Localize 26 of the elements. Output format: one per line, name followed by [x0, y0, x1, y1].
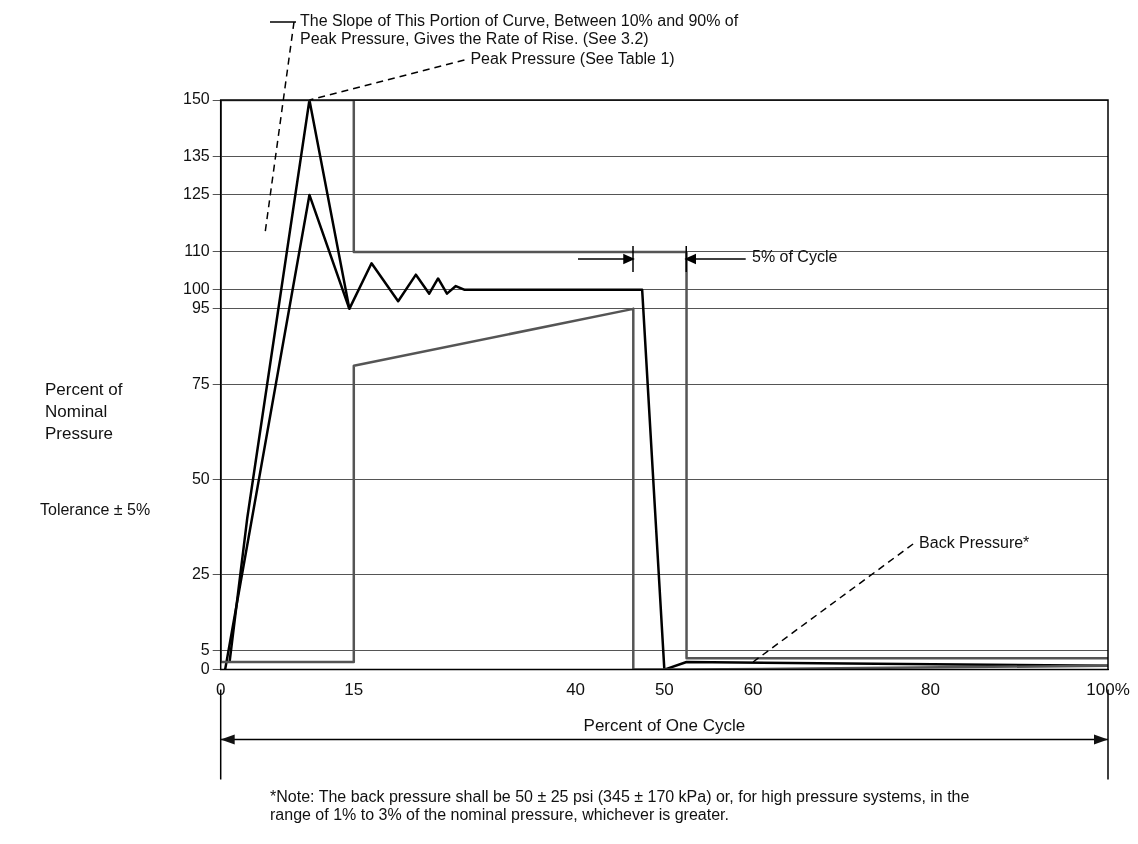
x-tick-label: 0 [215, 680, 226, 700]
y-axis-title: Percent of Nominal Pressure [45, 380, 123, 444]
text: *Note: The back pressure shall be 50 ± 25 psi (345 ± 170 kPa) or, for high pressure systems, in the range of 1% to 3% of the nominal pressure, whichever is greater. [270, 788, 970, 824]
y-tick-label: 75 [191, 375, 210, 393]
y-tick-label: 135 [182, 147, 210, 165]
y-tick-label: 100 [182, 280, 210, 298]
x-tick-label: 50 [654, 680, 674, 700]
text: Tolerance ± 5% [40, 501, 151, 519]
y-tick-label: 0 [200, 660, 210, 678]
y-tick-label: 110 [184, 242, 210, 260]
x-tick-label: 15 [344, 680, 364, 700]
text: The Slope of This Portion of Curve, Between 10% and 90% of Peak Pressure, Gives the Rate of Rise. (See 3.2) [300, 12, 739, 48]
x-tick-label: 60 [743, 680, 763, 700]
y-tick-label: 150 [182, 90, 210, 108]
annotation: 5% of Cycle [752, 248, 838, 266]
x-tick-label: 80 [921, 680, 940, 700]
y-tick-label: 95 [191, 299, 210, 317]
annotation: Back Pressure* [919, 534, 1030, 552]
x-tick-label: 40 [566, 680, 586, 700]
x-tick-label: 100% [1086, 680, 1130, 700]
y-tick-label: 125 [182, 185, 210, 203]
y-tick-label: 25 [191, 565, 210, 583]
annotation: Peak Pressure (See Table 1) [470, 50, 675, 68]
y-tick-label: 5 [200, 641, 210, 659]
y-tick-label: 50 [191, 470, 210, 488]
x-axis-title: Percent of One Cycle [583, 715, 746, 735]
